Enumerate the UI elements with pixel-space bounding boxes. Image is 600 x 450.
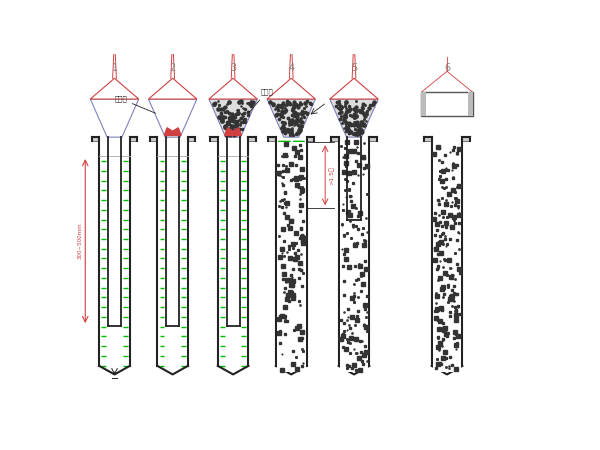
- Bar: [92, 137, 99, 141]
- Bar: [340, 140, 368, 372]
- Text: 3: 3: [230, 63, 236, 73]
- Text: 300~500mm: 300~500mm: [78, 223, 83, 259]
- Polygon shape: [225, 128, 241, 135]
- Polygon shape: [330, 78, 378, 99]
- Bar: [424, 137, 431, 141]
- Text: 4: 4: [288, 63, 294, 73]
- Bar: [130, 137, 137, 141]
- Polygon shape: [148, 99, 197, 137]
- Bar: [211, 137, 218, 141]
- Polygon shape: [209, 78, 257, 99]
- Text: 1: 1: [112, 63, 118, 73]
- Text: >1.5米: >1.5米: [329, 166, 334, 184]
- Polygon shape: [267, 78, 316, 99]
- Text: 5: 5: [351, 63, 357, 73]
- Bar: [277, 142, 305, 372]
- Bar: [331, 137, 338, 141]
- Polygon shape: [330, 99, 378, 137]
- Bar: [421, 92, 426, 117]
- Polygon shape: [209, 99, 257, 137]
- Text: 封口板: 封口板: [114, 95, 155, 113]
- Text: 封口板: 封口板: [250, 89, 273, 112]
- Bar: [370, 137, 377, 141]
- Bar: [150, 137, 157, 141]
- Text: 2: 2: [170, 63, 176, 73]
- Bar: [248, 137, 256, 141]
- Polygon shape: [148, 78, 197, 99]
- Bar: [433, 140, 461, 372]
- Text: 6: 6: [444, 63, 450, 73]
- Bar: [468, 92, 473, 117]
- Bar: [421, 92, 473, 117]
- Bar: [307, 137, 314, 141]
- Polygon shape: [91, 99, 139, 137]
- Polygon shape: [91, 78, 139, 99]
- Polygon shape: [164, 128, 181, 135]
- Bar: [188, 137, 196, 141]
- Bar: [463, 137, 470, 141]
- Polygon shape: [267, 99, 316, 137]
- Bar: [268, 137, 276, 141]
